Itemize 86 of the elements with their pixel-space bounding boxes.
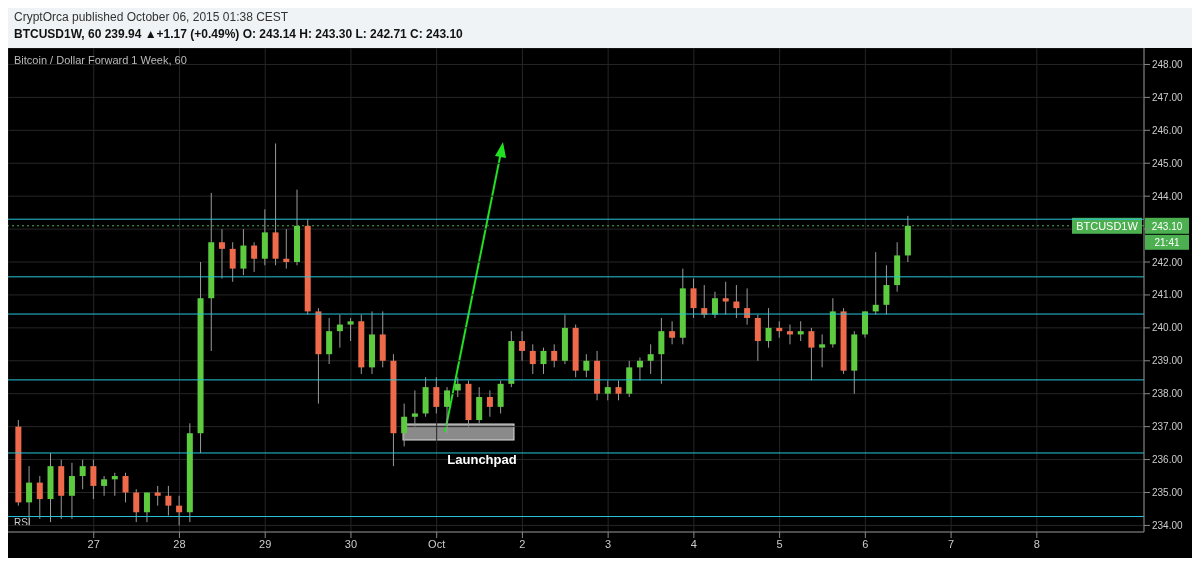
candlestick — [454, 376, 461, 398]
text: 243.10 — [1151, 220, 1183, 232]
candlestick — [122, 472, 129, 503]
x-tick-label: 30 — [344, 537, 358, 550]
candlestick — [658, 317, 665, 385]
candlestick — [872, 251, 879, 316]
candlestick — [229, 241, 236, 283]
candlestick — [615, 380, 622, 401]
candlestick — [401, 403, 408, 447]
y-tick-label: 247.00 — [1152, 91, 1184, 103]
candlestick — [529, 343, 536, 375]
candlestick — [551, 343, 558, 368]
candlestick — [669, 320, 676, 345]
candlestick — [765, 307, 772, 349]
candlestick — [347, 317, 354, 342]
candlestick — [411, 389, 418, 428]
candlestick — [90, 459, 97, 500]
text: 21:41 — [1154, 236, 1180, 248]
candlestick — [486, 389, 493, 418]
candlestick — [754, 314, 761, 362]
annotation: Launchpad — [446, 452, 518, 467]
text: Bitcoin / Dollar Forward 1 Week, 60 — [14, 54, 187, 66]
candlestick — [476, 386, 483, 424]
candlestick — [101, 475, 108, 497]
candlestick — [79, 459, 86, 490]
candlestick — [165, 485, 172, 517]
candlestick — [176, 495, 183, 526]
candlestick — [819, 333, 826, 368]
candlestick — [604, 380, 611, 401]
x-tick-label: 2 — [519, 537, 526, 550]
candlestick — [336, 314, 343, 349]
candlestick — [283, 228, 290, 270]
x-tick-label: 6 — [862, 537, 869, 550]
candlestick — [647, 343, 654, 375]
candlestick — [540, 347, 547, 375]
x-tick-label: 5 — [776, 537, 783, 550]
x-tick-label: 3 — [605, 537, 612, 550]
candlestick — [497, 380, 504, 414]
candlestick — [68, 462, 75, 520]
y-tick-label: 241.00 — [1152, 289, 1184, 301]
candlestick — [111, 472, 118, 497]
text: CryptOrca published October 06, 2015 01:38 CEST — [14, 10, 290, 24]
x-tick-label: 7 — [948, 537, 955, 550]
candlestick — [519, 330, 526, 362]
candlestick — [154, 485, 161, 507]
y-tick-label: 237.00 — [1152, 421, 1184, 433]
y-tick-label: 235.00 — [1152, 487, 1184, 499]
candlestick — [636, 357, 643, 382]
x-tick-label: Oct — [428, 537, 446, 550]
candlestick — [883, 264, 890, 316]
y-tick-label: 240.00 — [1152, 322, 1184, 334]
y-tick-label: 246.00 — [1152, 124, 1184, 136]
candlestick — [862, 310, 868, 339]
y-tick-label: 239.00 — [1152, 355, 1184, 367]
chart-subtitle: BTCUSD1W, 60 239.94 ▲+1.17 (+0.49%) O: 243.14 H: 243.30 L: 242.71 C: 243.10 — [14, 27, 464, 41]
y-tick-label: 242.00 — [1152, 256, 1184, 268]
candlestick — [808, 327, 815, 382]
y-tick-label: 245.00 — [1152, 157, 1184, 169]
x-tick-label: 8 — [1033, 537, 1040, 550]
x-tick-label: 28 — [173, 537, 186, 550]
ref-line-label: BTCUSD1W — [1076, 219, 1139, 232]
x-tick-label: 4 — [690, 537, 697, 550]
y-tick-label: 236.00 — [1152, 454, 1184, 466]
x-tick-label: 29 — [259, 537, 272, 550]
candlestick — [444, 386, 451, 434]
candlestick — [433, 376, 440, 414]
y-tick-label: 234.00 — [1152, 519, 1184, 531]
candlestick — [733, 284, 740, 319]
candlestick — [797, 320, 804, 342]
candlestick — [240, 228, 247, 276]
candlestick — [251, 241, 258, 273]
candlestick — [786, 324, 793, 345]
candlestick — [218, 228, 225, 279]
y-tick-label: 238.00 — [1152, 388, 1184, 400]
candlestick — [143, 491, 150, 523]
candlestick — [326, 317, 333, 365]
x-tick-label: 27 — [87, 537, 100, 550]
y-tick-label: 244.00 — [1152, 190, 1184, 202]
candlestick — [36, 475, 43, 520]
candlestick — [583, 353, 590, 378]
candlestick — [722, 281, 729, 316]
candlestick — [133, 488, 140, 523]
candlestick — [690, 277, 697, 319]
y-tick-label: 248.00 — [1152, 59, 1184, 71]
annotation: RSI — [14, 517, 31, 528]
candlestick — [711, 291, 718, 319]
